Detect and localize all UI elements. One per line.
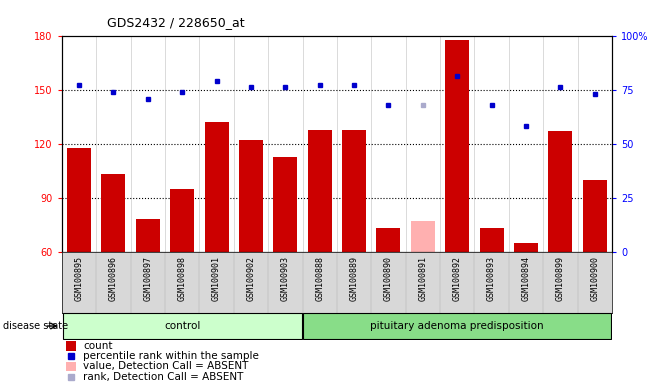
Text: GSM100889: GSM100889 — [350, 257, 359, 301]
Bar — [102, 174, 126, 252]
Text: GSM100892: GSM100892 — [452, 257, 462, 301]
Bar — [480, 228, 504, 252]
Text: GSM100897: GSM100897 — [143, 257, 152, 301]
Bar — [66, 362, 76, 371]
Bar — [514, 243, 538, 252]
Text: GSM100894: GSM100894 — [521, 257, 531, 301]
Bar — [583, 180, 607, 252]
Text: count: count — [83, 341, 113, 351]
Bar — [66, 341, 76, 351]
Text: GSM100896: GSM100896 — [109, 257, 118, 301]
Bar — [239, 141, 263, 252]
FancyBboxPatch shape — [62, 313, 302, 339]
Text: rank, Detection Call = ABSENT: rank, Detection Call = ABSENT — [83, 372, 243, 382]
Bar — [376, 228, 400, 252]
Text: GSM100900: GSM100900 — [590, 257, 600, 301]
Text: value, Detection Call = ABSENT: value, Detection Call = ABSENT — [83, 361, 249, 371]
Text: GSM100901: GSM100901 — [212, 257, 221, 301]
Text: GSM100893: GSM100893 — [487, 257, 496, 301]
FancyBboxPatch shape — [303, 313, 611, 339]
Text: GSM100899: GSM100899 — [556, 257, 565, 301]
Bar — [67, 147, 91, 252]
Text: percentile rank within the sample: percentile rank within the sample — [83, 351, 259, 361]
Text: GSM100903: GSM100903 — [281, 257, 290, 301]
Text: GSM100902: GSM100902 — [247, 257, 255, 301]
Text: GSM100890: GSM100890 — [384, 257, 393, 301]
Bar — [411, 221, 435, 252]
Text: GSM100891: GSM100891 — [419, 257, 427, 301]
Text: control: control — [164, 321, 201, 331]
Text: disease state: disease state — [3, 321, 68, 331]
Bar — [342, 130, 366, 252]
Text: pituitary adenoma predisposition: pituitary adenoma predisposition — [370, 321, 544, 331]
Bar — [136, 219, 160, 252]
Bar — [445, 40, 469, 252]
Bar — [308, 130, 332, 252]
Text: GSM100895: GSM100895 — [74, 257, 83, 301]
Text: GDS2432 / 228650_at: GDS2432 / 228650_at — [107, 16, 245, 29]
Bar — [273, 157, 298, 252]
Bar — [170, 189, 194, 252]
Text: GSM100898: GSM100898 — [178, 257, 187, 301]
Text: GSM100888: GSM100888 — [315, 257, 324, 301]
Bar — [548, 131, 572, 252]
Bar — [204, 122, 229, 252]
